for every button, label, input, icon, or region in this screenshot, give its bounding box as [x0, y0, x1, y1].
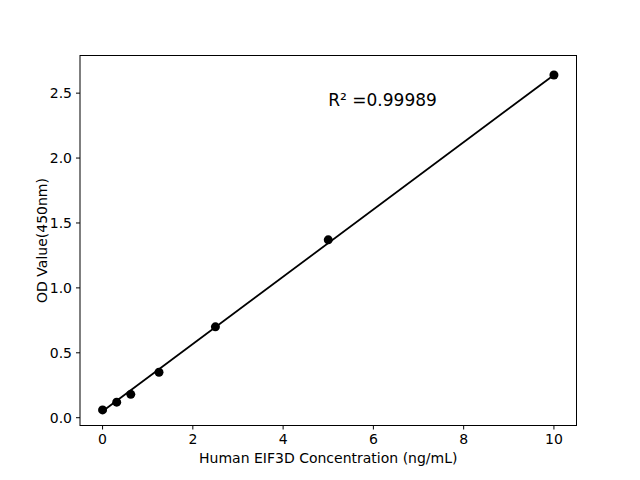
y-tick-label: 2.5: [50, 85, 72, 101]
x-tick-label: 2: [188, 431, 197, 447]
x-tick-label: 6: [369, 431, 378, 447]
data-point: [112, 398, 121, 407]
y-axis-label: OD Value(450nm): [34, 178, 50, 303]
data-point: [211, 322, 220, 331]
y-tick-label: 0.0: [50, 410, 72, 426]
data-point: [98, 405, 107, 414]
y-tick-label: 2.0: [50, 150, 72, 166]
x-tick-label: 8: [459, 431, 468, 447]
elisa-standard-curve-figure: 0 2 4 6 8 10 0.0 0.5 1.0 1.5 2.0 2.5 Human EIF3D Con…: [0, 0, 640, 480]
data-point: [324, 235, 333, 244]
data-point: [549, 70, 558, 79]
figure-background: [0, 0, 640, 480]
y-tick-label: 1.0: [50, 280, 72, 296]
data-point: [154, 368, 163, 377]
data-point: [126, 390, 135, 399]
r-squared-annotation: R² =0.99989: [328, 90, 437, 110]
x-tick-label: 4: [279, 431, 288, 447]
x-axis-label: Human EIF3D Concentration (ng/mL): [199, 450, 457, 466]
standard-curve-chart: 0 2 4 6 8 10 0.0 0.5 1.0 1.5 2.0 2.5 Human EIF3D Con…: [0, 0, 640, 480]
y-tick-label: 0.5: [50, 345, 72, 361]
x-tick-label: 10: [545, 431, 563, 447]
figure-window: { "figure": { "background": "#ffffff", "…: [0, 0, 640, 480]
y-tick-label: 1.5: [50, 215, 72, 231]
x-tick-label: 0: [98, 431, 107, 447]
